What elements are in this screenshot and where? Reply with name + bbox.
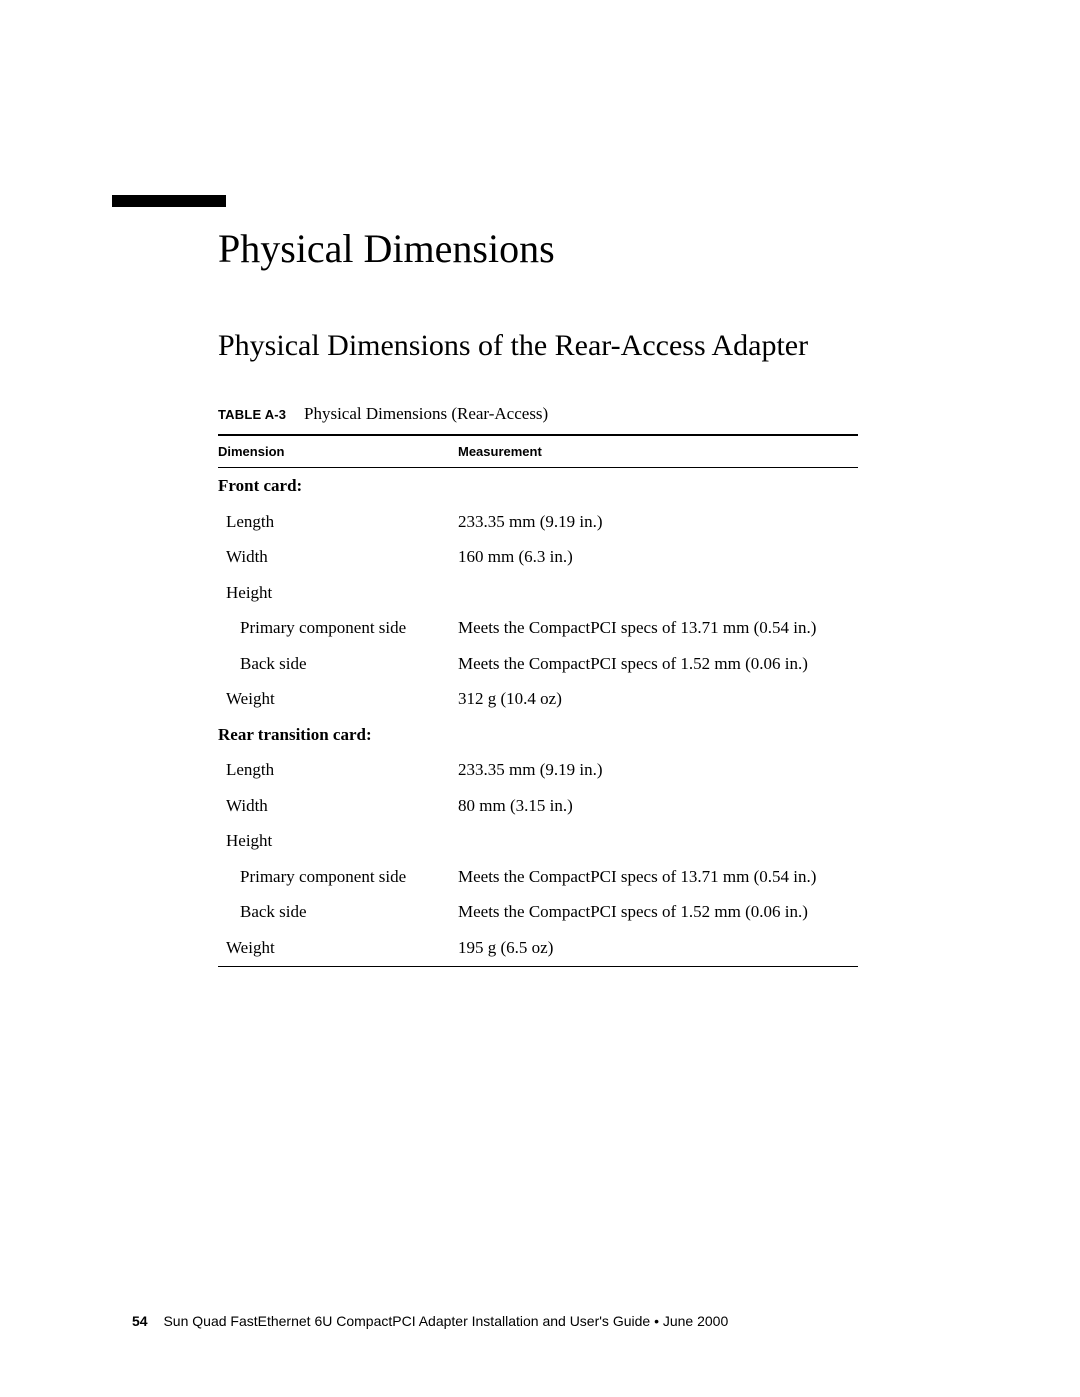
table-row: Length233.35 mm (9.19 in.) — [218, 504, 858, 540]
page-footer: 54 Sun Quad FastEthernet 6U CompactPCI A… — [132, 1313, 728, 1329]
section-title: Physical Dimensions — [218, 225, 940, 273]
table-row: Weight195 g (6.5 oz) — [218, 930, 858, 967]
cell-dimension: Height — [218, 575, 458, 611]
dimensions-table: Dimension Measurement Front card:Length2… — [218, 434, 858, 967]
subsection-title: Physical Dimensions of the Rear-Access A… — [218, 328, 940, 364]
cell-dimension: Width — [218, 788, 458, 824]
cell-dimension: Height — [218, 823, 458, 859]
table-row: Rear transition card: — [218, 717, 858, 753]
cell-dimension: Weight — [218, 930, 458, 967]
table-row: Primary component sideMeets the CompactP… — [218, 859, 858, 895]
table-row: Width160 mm (6.3 in.) — [218, 539, 858, 575]
column-header-dimension: Dimension — [218, 435, 458, 468]
cell-dimension: Back side — [218, 646, 458, 682]
cell-dimension: Length — [218, 504, 458, 540]
cell-measurement: 160 mm (6.3 in.) — [458, 539, 858, 575]
column-header-measurement: Measurement — [458, 435, 858, 468]
table-row: Length233.35 mm (9.19 in.) — [218, 752, 858, 788]
document-page: Physical Dimensions Physical Dimensions … — [0, 0, 1080, 1397]
table-row: Front card: — [218, 468, 858, 504]
cell-measurement: Meets the CompactPCI specs of 1.52 mm (0… — [458, 894, 858, 930]
table-row: Back sideMeets the CompactPCI specs of 1… — [218, 646, 858, 682]
table-header-row: Dimension Measurement — [218, 435, 858, 468]
cell-measurement: 233.35 mm (9.19 in.) — [458, 504, 858, 540]
cell-measurement: Meets the CompactPCI specs of 13.71 mm (… — [458, 859, 858, 895]
table-caption-text: Physical Dimensions (Rear-Access) — [304, 404, 548, 423]
cell-dimension: Primary component side — [218, 859, 458, 895]
footer-text: Sun Quad FastEthernet 6U CompactPCI Adap… — [163, 1313, 728, 1329]
table-row: Height — [218, 823, 858, 859]
section-decor-bar — [112, 195, 226, 207]
cell-measurement: 233.35 mm (9.19 in.) — [458, 752, 858, 788]
cell-measurement: 312 g (10.4 oz) — [458, 681, 858, 717]
table-body: Front card:Length233.35 mm (9.19 in.)Wid… — [218, 468, 858, 967]
cell-measurement — [458, 717, 858, 753]
cell-measurement: Meets the CompactPCI specs of 1.52 mm (0… — [458, 646, 858, 682]
table-label: TABLE A-3 — [218, 407, 286, 422]
table-row: Width80 mm (3.15 in.) — [218, 788, 858, 824]
cell-dimension: Front card: — [218, 468, 458, 504]
cell-measurement — [458, 468, 858, 504]
table-caption: TABLE A-3 Physical Dimensions (Rear-Acce… — [218, 404, 940, 424]
cell-measurement — [458, 575, 858, 611]
table-row: Back sideMeets the CompactPCI specs of 1… — [218, 894, 858, 930]
cell-dimension: Weight — [218, 681, 458, 717]
cell-dimension: Rear transition card: — [218, 717, 458, 753]
cell-dimension: Length — [218, 752, 458, 788]
table-row: Primary component sideMeets the CompactP… — [218, 610, 858, 646]
page-number: 54 — [132, 1313, 148, 1329]
cell-measurement: Meets the CompactPCI specs of 13.71 mm (… — [458, 610, 858, 646]
cell-measurement — [458, 823, 858, 859]
table-row: Weight312 g (10.4 oz) — [218, 681, 858, 717]
cell-dimension: Width — [218, 539, 458, 575]
table-row: Height — [218, 575, 858, 611]
cell-dimension: Back side — [218, 894, 458, 930]
cell-measurement: 195 g (6.5 oz) — [458, 930, 858, 967]
cell-measurement: 80 mm (3.15 in.) — [458, 788, 858, 824]
cell-dimension: Primary component side — [218, 610, 458, 646]
